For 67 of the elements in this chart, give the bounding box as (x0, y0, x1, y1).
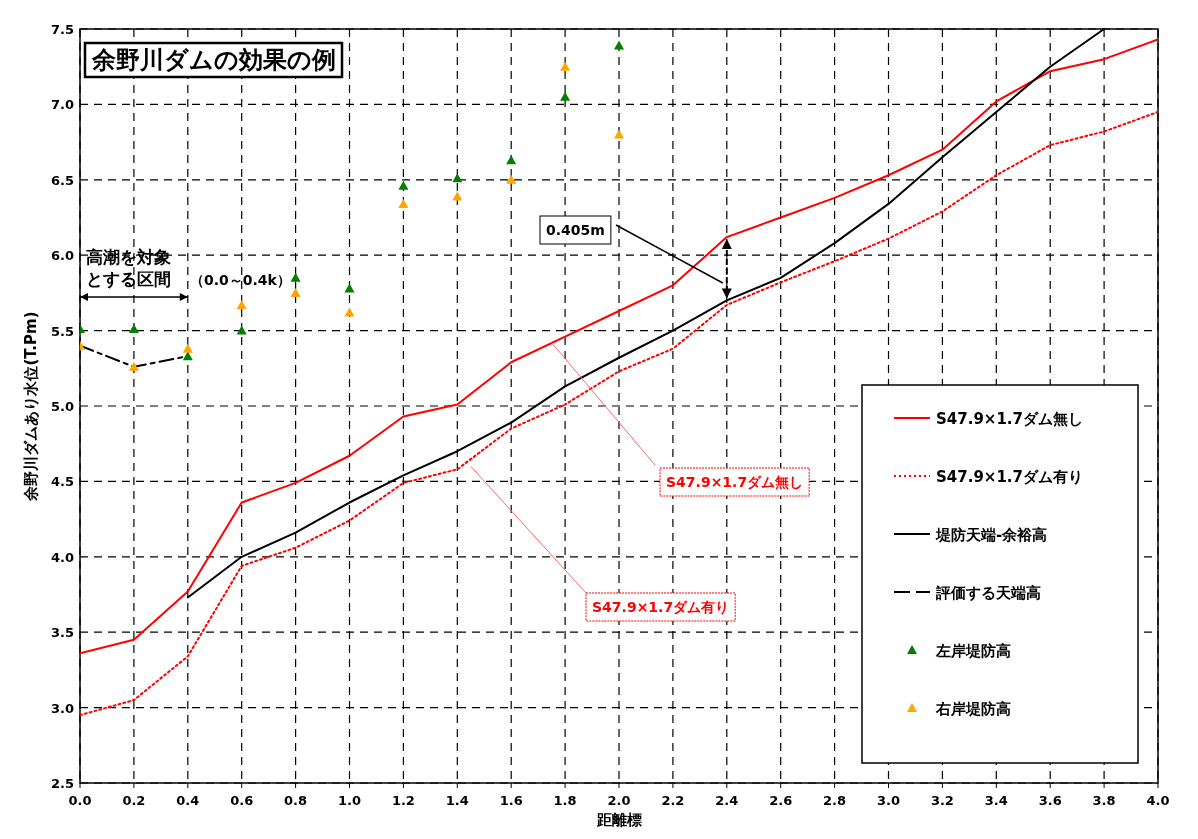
point (560, 61, 571, 71)
legend-label: 左岸堤防高 (935, 642, 1011, 660)
y-tick-label: 4.0 (50, 549, 74, 565)
y-tick-label: 2.5 (50, 776, 74, 791)
point (506, 155, 517, 165)
annotation: S47.9×1.7ダム有り (592, 599, 730, 615)
y-tick-label: 5.5 (50, 323, 74, 339)
y-axis-title: 余野川ダムあり水位(T.Pm) (22, 311, 40, 502)
y-tick-label: 5.0 (50, 399, 74, 414)
y-tick-label: 6.0 (50, 248, 74, 264)
annotation: 0.405m (546, 222, 605, 238)
point (236, 299, 247, 309)
annotation: とする区間 (86, 269, 171, 289)
point (236, 325, 247, 335)
point (506, 174, 517, 184)
x-tick-label: 1.6 (499, 793, 523, 808)
x-tick-label: 0.2 (122, 793, 146, 808)
y-tick-label: 3.0 (50, 700, 74, 716)
x-tick-label: 2.4 (715, 793, 739, 808)
y-tick-label: 7.0 (50, 97, 74, 113)
point (182, 343, 193, 353)
x-tick-label: 2.6 (769, 793, 793, 808)
point (182, 351, 193, 361)
point (614, 40, 624, 50)
point (614, 129, 624, 139)
annotation: S47.9×1.7ダム無し (666, 474, 804, 490)
x-tick-label: 1.2 (391, 793, 415, 808)
legend-label: S47.9×1.7ダム無し (936, 410, 1083, 428)
annotation: （0.0～0.4k） (190, 272, 291, 288)
x-tick-label: 0.4 (176, 793, 200, 808)
x-axis-title: 距離標 (595, 811, 642, 829)
x-tick-label: 2.8 (823, 793, 847, 808)
x-tick-label: 0.6 (230, 793, 254, 808)
x-tick-label: 3.6 (1038, 793, 1062, 808)
point (344, 307, 355, 317)
y-tick-label: 4.5 (50, 474, 74, 490)
x-tick-label: 3.0 (876, 793, 901, 808)
point (560, 91, 571, 101)
x-tick-label: 3.4 (984, 793, 1008, 808)
line-series (80, 110, 1158, 717)
legend-label: 堤防天端-余裕高 (935, 526, 1048, 544)
point (128, 324, 139, 334)
point (398, 198, 409, 208)
legend-label: S47.9×1.7ダム有り (936, 468, 1083, 486)
legend-label: 右岸堤防高 (935, 700, 1011, 718)
x-tick-label: 0.8 (284, 793, 308, 808)
x-tick-label: 1.4 (445, 793, 469, 808)
point (398, 180, 409, 190)
text: 余野川ダムの効果の例 (91, 46, 336, 74)
legend-label: 評価する天端高 (935, 584, 1041, 602)
x-tick-label: 1.0 (337, 793, 362, 808)
x-tick-label: 3.8 (1092, 793, 1116, 808)
x-tick-label: 0.0 (68, 793, 92, 808)
y-tick-label: 3.5 (50, 625, 74, 641)
point (290, 287, 301, 297)
point (452, 191, 463, 201)
x-tick-label: 1.8 (553, 793, 577, 808)
y-tick-label: 7.5 (50, 22, 74, 37)
x-tick-label: 3.2 (930, 793, 954, 808)
point (290, 272, 301, 282)
point (452, 173, 463, 183)
x-tick-label: 4.0 (1146, 793, 1170, 808)
y-tick-label: 6.5 (50, 172, 74, 188)
point (128, 361, 139, 371)
point (344, 283, 355, 293)
x-tick-label: 2.2 (661, 793, 685, 808)
x-tick-label: 2.0 (607, 793, 631, 808)
